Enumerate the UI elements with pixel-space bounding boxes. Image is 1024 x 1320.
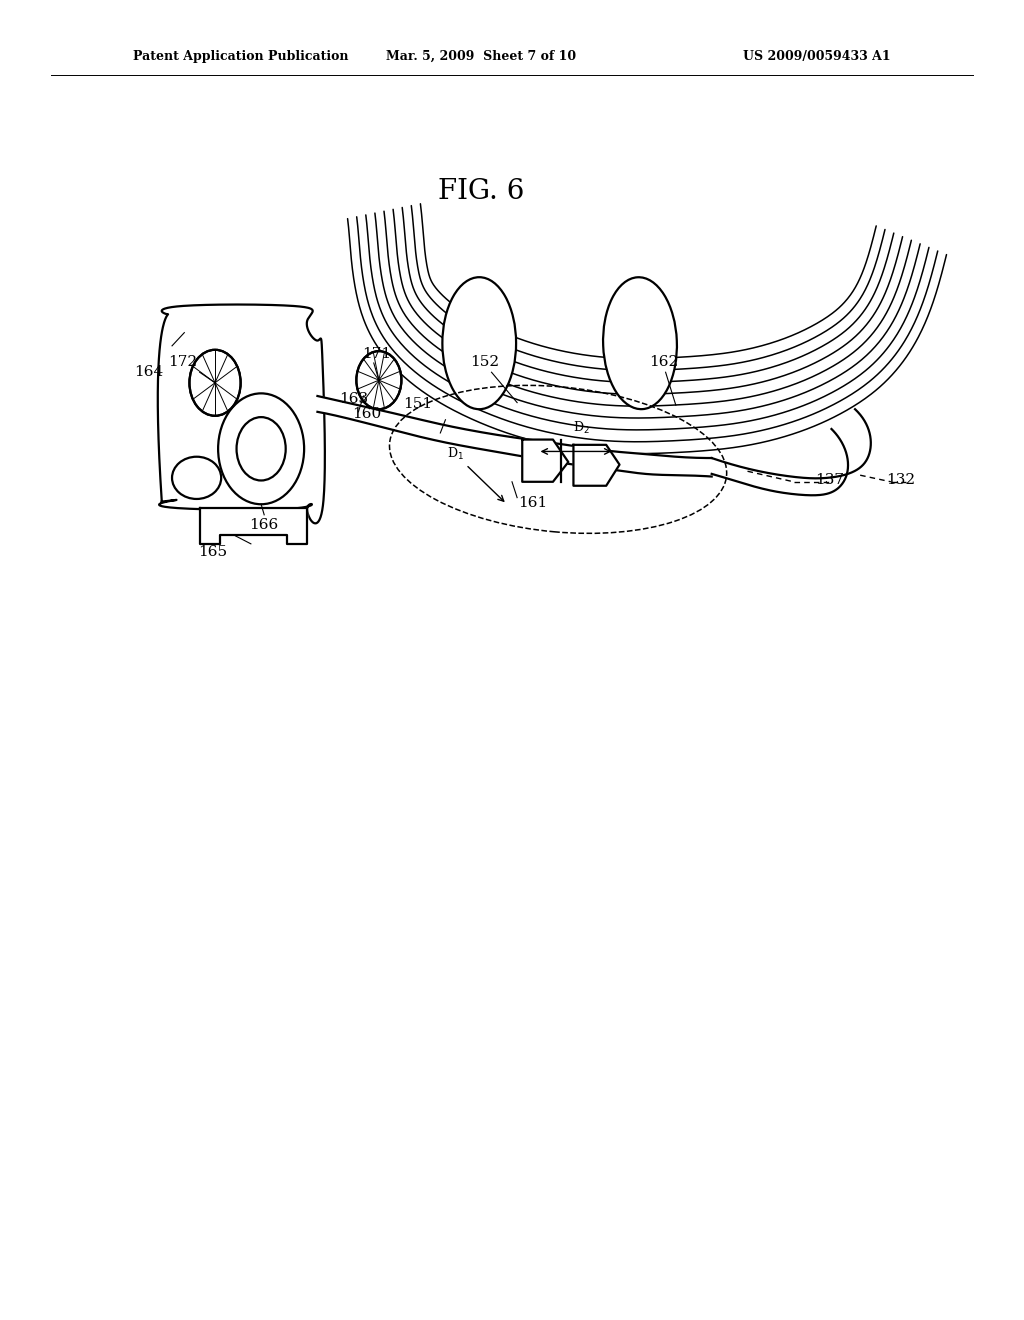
Text: D$_1$: D$_1$ xyxy=(447,446,464,462)
Text: 171: 171 xyxy=(362,347,391,360)
Text: US 2009/0059433 A1: US 2009/0059433 A1 xyxy=(743,50,891,63)
Text: 165: 165 xyxy=(199,545,227,558)
Text: D$_2$: D$_2$ xyxy=(572,420,590,436)
Circle shape xyxy=(189,350,241,416)
Text: 172: 172 xyxy=(168,355,197,368)
Circle shape xyxy=(237,417,286,480)
Text: 161: 161 xyxy=(518,496,547,510)
Polygon shape xyxy=(522,440,568,482)
Polygon shape xyxy=(712,409,870,495)
Circle shape xyxy=(218,393,304,504)
Text: 166: 166 xyxy=(250,519,279,532)
Text: 132: 132 xyxy=(887,474,915,487)
Ellipse shape xyxy=(603,277,677,409)
Text: 164: 164 xyxy=(134,366,163,379)
Circle shape xyxy=(356,351,401,409)
Polygon shape xyxy=(200,508,307,544)
Text: 137: 137 xyxy=(815,474,844,487)
Text: 152: 152 xyxy=(470,355,499,368)
Text: 151: 151 xyxy=(403,397,432,411)
Text: 162: 162 xyxy=(649,355,678,368)
Text: 160: 160 xyxy=(352,408,381,421)
Text: FIG. 6: FIG. 6 xyxy=(438,178,524,205)
Text: Patent Application Publication: Patent Application Publication xyxy=(133,50,348,63)
Polygon shape xyxy=(158,305,325,523)
Text: Mar. 5, 2009  Sheet 7 of 10: Mar. 5, 2009 Sheet 7 of 10 xyxy=(386,50,577,63)
Polygon shape xyxy=(317,396,712,477)
Ellipse shape xyxy=(442,277,516,409)
Ellipse shape xyxy=(172,457,221,499)
Polygon shape xyxy=(573,445,620,486)
Text: 163: 163 xyxy=(339,392,368,405)
